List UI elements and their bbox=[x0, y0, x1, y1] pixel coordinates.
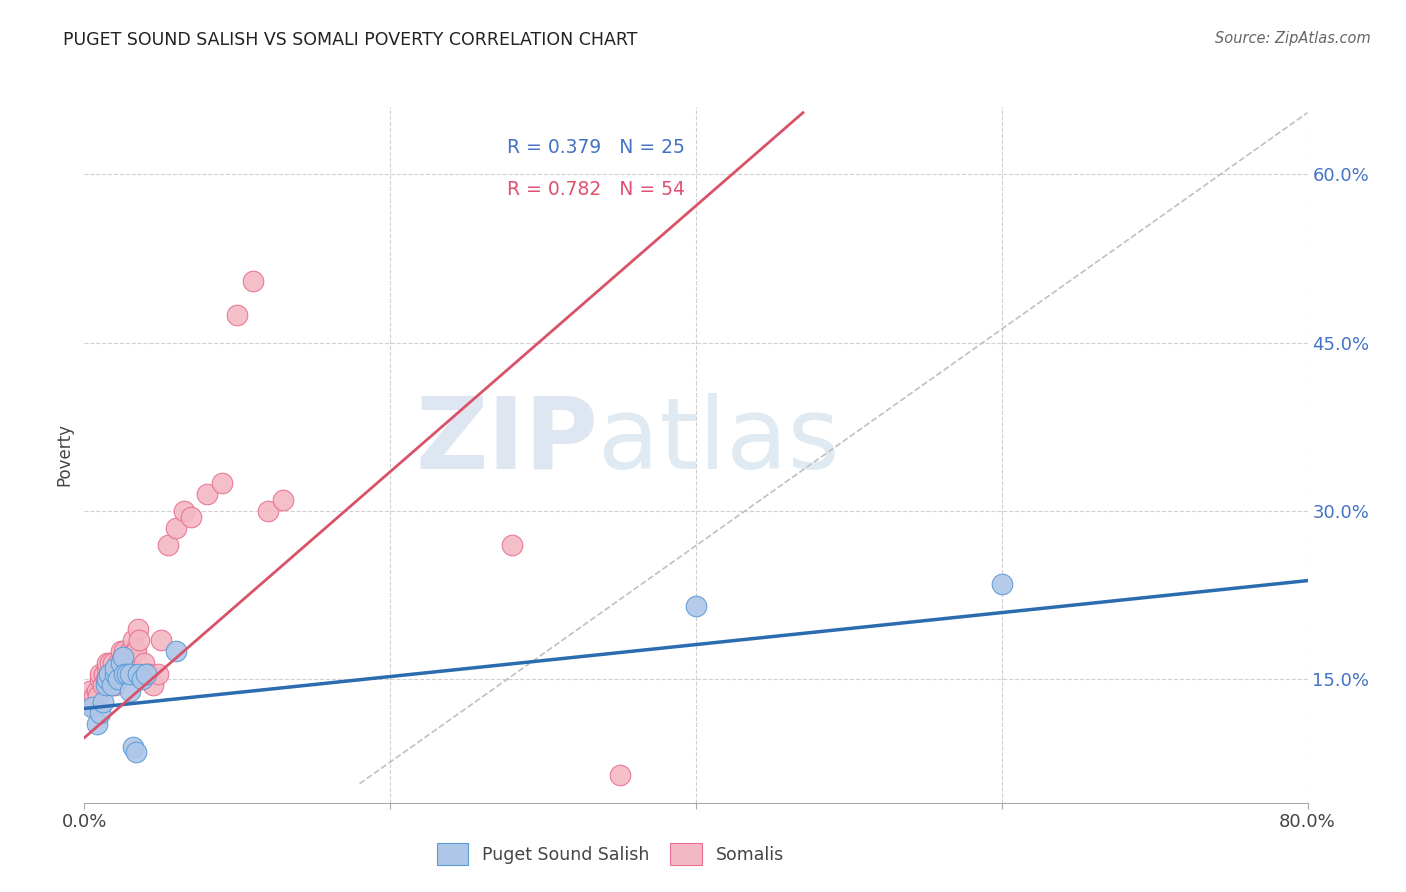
Text: R = 0.782   N = 54: R = 0.782 N = 54 bbox=[508, 180, 685, 200]
Point bbox=[165, 521, 187, 535]
Point bbox=[107, 666, 129, 681]
Point bbox=[84, 700, 107, 714]
Y-axis label: Poverty: Poverty bbox=[55, 424, 73, 486]
Point bbox=[609, 768, 631, 782]
Point bbox=[138, 666, 160, 681]
Point bbox=[131, 673, 153, 687]
Point bbox=[101, 666, 124, 681]
Point bbox=[125, 745, 148, 759]
Text: PUGET SOUND SALISH VS SOMALI POVERTY CORRELATION CHART: PUGET SOUND SALISH VS SOMALI POVERTY COR… bbox=[63, 31, 638, 49]
Point bbox=[124, 644, 146, 658]
Point bbox=[111, 649, 134, 664]
Point bbox=[86, 717, 108, 731]
Point bbox=[111, 661, 134, 675]
Point bbox=[80, 700, 103, 714]
Point bbox=[94, 678, 117, 692]
Point bbox=[120, 666, 142, 681]
Point bbox=[107, 656, 129, 670]
Point bbox=[103, 656, 125, 670]
Point bbox=[97, 666, 120, 681]
Point bbox=[96, 656, 118, 670]
Point bbox=[165, 644, 187, 658]
Point bbox=[104, 666, 127, 681]
Text: ZIP: ZIP bbox=[415, 392, 598, 490]
Point bbox=[127, 666, 149, 681]
Point bbox=[115, 666, 138, 681]
Point bbox=[157, 538, 180, 552]
Point bbox=[131, 666, 153, 681]
Point bbox=[111, 649, 134, 664]
Text: atlas: atlas bbox=[598, 392, 839, 490]
Point bbox=[685, 599, 707, 614]
Point bbox=[120, 683, 142, 698]
Point bbox=[79, 683, 101, 698]
Point bbox=[89, 666, 111, 681]
Point bbox=[101, 678, 124, 692]
Point bbox=[96, 661, 118, 675]
Point bbox=[110, 656, 132, 670]
Point bbox=[271, 492, 294, 507]
Point bbox=[89, 673, 111, 687]
Point bbox=[112, 644, 135, 658]
Point bbox=[120, 644, 142, 658]
Point bbox=[97, 666, 120, 681]
Point bbox=[132, 656, 155, 670]
Legend: Puget Sound Salish, Somalis: Puget Sound Salish, Somalis bbox=[429, 834, 793, 874]
Point bbox=[257, 504, 280, 518]
Point bbox=[104, 666, 127, 681]
Point bbox=[104, 661, 127, 675]
Point bbox=[122, 739, 145, 754]
Point bbox=[87, 689, 110, 703]
Point bbox=[120, 656, 142, 670]
Point bbox=[502, 538, 524, 552]
Point bbox=[91, 695, 114, 709]
Point bbox=[128, 633, 150, 648]
Point bbox=[89, 706, 111, 720]
Point bbox=[101, 678, 124, 692]
Point bbox=[104, 678, 127, 692]
Point bbox=[86, 683, 108, 698]
Point bbox=[127, 622, 149, 636]
Point bbox=[226, 308, 249, 322]
Point bbox=[211, 475, 233, 490]
Point bbox=[93, 666, 115, 681]
Point bbox=[180, 509, 202, 524]
Point bbox=[122, 633, 145, 648]
Point bbox=[115, 656, 138, 670]
Text: R = 0.379   N = 25: R = 0.379 N = 25 bbox=[508, 138, 685, 157]
Point bbox=[991, 577, 1014, 591]
Point bbox=[91, 678, 114, 692]
Point bbox=[242, 274, 264, 288]
Point bbox=[142, 678, 165, 692]
Point bbox=[149, 633, 172, 648]
Point bbox=[94, 673, 117, 687]
Point bbox=[98, 656, 121, 670]
Point bbox=[107, 673, 129, 687]
Point bbox=[96, 673, 118, 687]
Text: Source: ZipAtlas.com: Source: ZipAtlas.com bbox=[1215, 31, 1371, 46]
Point bbox=[110, 644, 132, 658]
Point bbox=[112, 666, 135, 681]
Point bbox=[76, 695, 98, 709]
Point bbox=[135, 666, 157, 681]
Point bbox=[83, 689, 105, 703]
Point bbox=[173, 504, 195, 518]
Point bbox=[195, 487, 218, 501]
Point bbox=[135, 666, 157, 681]
Point bbox=[125, 644, 148, 658]
Point bbox=[146, 666, 169, 681]
Point bbox=[115, 666, 138, 681]
